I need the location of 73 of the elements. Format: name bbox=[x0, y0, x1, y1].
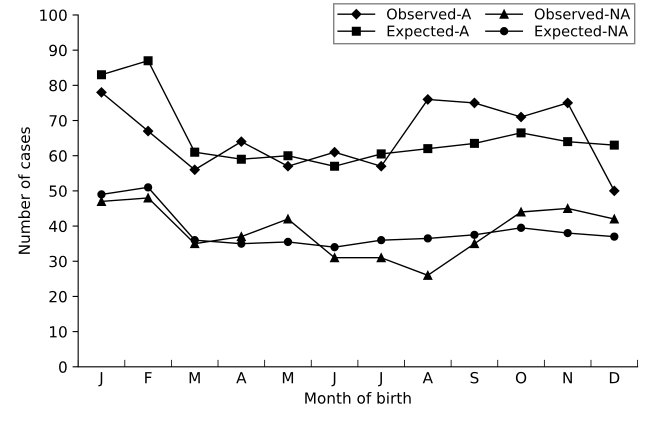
point bbox=[144, 183, 152, 192]
y-tick-label: 20 bbox=[49, 290, 67, 302]
point bbox=[563, 137, 572, 146]
legend-label: Expected-NA bbox=[535, 25, 628, 40]
x-axis-title: Month of birth bbox=[305, 392, 411, 404]
y-tick-label: 30 bbox=[49, 256, 67, 268]
point bbox=[284, 238, 292, 246]
point bbox=[609, 186, 620, 196]
x-tick-label: M bbox=[190, 372, 200, 384]
point bbox=[423, 270, 432, 280]
point bbox=[236, 136, 246, 147]
point bbox=[424, 234, 432, 243]
point bbox=[516, 207, 526, 217]
point bbox=[190, 164, 200, 175]
point bbox=[236, 154, 246, 164]
point bbox=[144, 56, 153, 66]
y-tick-label: 0 bbox=[59, 361, 67, 373]
point bbox=[610, 214, 619, 224]
x-tick-label: O bbox=[516, 372, 526, 384]
point bbox=[96, 87, 107, 98]
point bbox=[283, 151, 292, 160]
point bbox=[142, 126, 154, 136]
point bbox=[330, 162, 340, 171]
point bbox=[96, 70, 106, 80]
point bbox=[422, 94, 433, 105]
x-tick-label: J bbox=[98, 372, 102, 386]
x-tick-label: A bbox=[422, 372, 433, 384]
y-axis-title: Number of cases bbox=[18, 127, 30, 254]
y-tick-label: 100 bbox=[40, 9, 67, 21]
point bbox=[376, 149, 386, 158]
y-tick-label: 10 bbox=[50, 326, 67, 338]
point bbox=[562, 98, 573, 108]
x-tick-label: J bbox=[378, 372, 382, 386]
point bbox=[610, 140, 619, 150]
point bbox=[329, 147, 340, 158]
point bbox=[610, 232, 618, 241]
point bbox=[376, 161, 386, 172]
point bbox=[423, 144, 432, 154]
point bbox=[470, 230, 479, 240]
y-tick-label: 50 bbox=[49, 185, 67, 197]
x-tick-label: M bbox=[282, 372, 294, 384]
x-tick-label: S bbox=[470, 372, 478, 384]
y-tick-label: 90 bbox=[49, 44, 67, 56]
y-tick-label: 40 bbox=[49, 220, 67, 232]
x-tick-label: F bbox=[145, 372, 152, 384]
x-tick-label: D bbox=[610, 372, 620, 384]
x-tick-label: A bbox=[236, 372, 246, 384]
point bbox=[190, 148, 200, 157]
y-tick-label: 60 bbox=[49, 150, 67, 162]
point bbox=[516, 128, 526, 138]
legend-label: Observed-A bbox=[387, 8, 472, 20]
x-tick-label: N bbox=[563, 372, 572, 384]
point bbox=[330, 243, 339, 252]
point bbox=[469, 98, 480, 108]
point bbox=[190, 236, 199, 244]
point bbox=[470, 239, 479, 248]
y-tick-label: 70 bbox=[50, 114, 67, 127]
point bbox=[377, 236, 386, 244]
point bbox=[282, 161, 294, 172]
point bbox=[516, 224, 526, 232]
x-tick-label: J bbox=[332, 372, 336, 386]
legend-label: Expected-A bbox=[388, 25, 470, 40]
legend-label: Observed-NA bbox=[534, 8, 630, 20]
point bbox=[376, 253, 386, 262]
point bbox=[564, 228, 572, 238]
point bbox=[144, 193, 153, 202]
point bbox=[563, 204, 572, 213]
point bbox=[470, 138, 479, 148]
y-tick-label: 80 bbox=[49, 80, 67, 92]
point bbox=[330, 253, 340, 262]
point bbox=[516, 112, 526, 122]
point bbox=[283, 214, 292, 224]
point bbox=[97, 190, 106, 199]
